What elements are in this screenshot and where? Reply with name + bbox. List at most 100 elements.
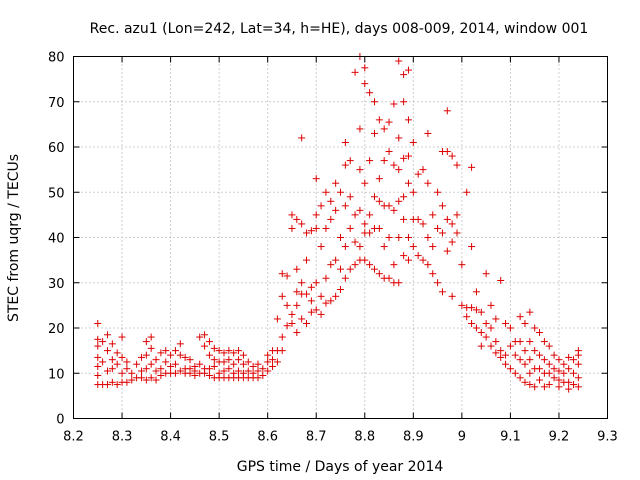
x-tick-label: 8.2 <box>63 430 84 445</box>
data-point <box>273 358 281 366</box>
x-tick-label: 8.8 <box>354 430 375 445</box>
data-point <box>196 333 204 341</box>
data-point <box>492 349 500 357</box>
x-tick-label: 8.3 <box>112 430 133 445</box>
data-point <box>370 193 378 201</box>
data-point <box>380 243 388 251</box>
data-point <box>400 252 408 260</box>
data-point <box>103 367 111 375</box>
data-point <box>162 358 170 366</box>
data-point <box>171 369 179 377</box>
data-point <box>550 365 558 373</box>
data-point <box>468 243 476 251</box>
data-point <box>570 356 578 364</box>
x-tick-labels: 8.2 8.3 8.4 8.5 8.6 8.7 8.8 8.9 9 9.1 9.2 9.3 <box>63 430 618 445</box>
data-point <box>346 265 354 273</box>
data-point <box>312 306 320 314</box>
data-point <box>103 381 111 389</box>
data-point <box>307 297 315 305</box>
data-point <box>443 247 451 255</box>
data-point <box>536 365 544 373</box>
data-point <box>502 351 510 359</box>
data-point <box>337 234 344 241</box>
x-tick-label: 9.2 <box>549 430 570 445</box>
grid-lines <box>73 56 608 419</box>
data-point <box>366 229 374 237</box>
data-point <box>492 338 500 346</box>
data-point <box>254 360 262 368</box>
data-point <box>385 202 393 210</box>
data-point <box>574 374 582 382</box>
data-point <box>370 265 378 273</box>
data-point <box>375 175 383 183</box>
data-point <box>303 229 311 237</box>
data-point <box>540 356 548 364</box>
data-point <box>526 308 534 316</box>
data-point <box>395 166 403 174</box>
data-point <box>108 365 116 373</box>
data-point <box>521 360 529 368</box>
data-point <box>434 279 442 287</box>
data-point <box>487 324 495 332</box>
data-point <box>298 220 306 228</box>
data-point <box>385 148 393 156</box>
data-point <box>264 358 272 366</box>
y-tick-labels: 0 10 20 30 40 50 60 70 80 <box>48 51 65 428</box>
data-point <box>108 356 116 364</box>
data-point <box>502 319 510 327</box>
data-point <box>448 292 456 300</box>
data-point <box>303 256 311 264</box>
data-point <box>565 378 573 386</box>
data-point <box>278 270 286 278</box>
data-point <box>487 301 495 309</box>
data-point <box>409 188 417 196</box>
data-point <box>477 342 485 350</box>
data-point <box>283 301 291 309</box>
data-point <box>137 367 145 375</box>
data-point <box>293 265 301 273</box>
data-point <box>220 367 228 375</box>
data-point <box>346 224 354 232</box>
data-point <box>332 292 340 300</box>
data-point <box>482 270 490 278</box>
data-point <box>424 179 432 187</box>
data-point <box>123 358 131 366</box>
data-point <box>526 381 534 389</box>
data-point <box>570 381 578 389</box>
data-point <box>341 138 349 146</box>
data-point <box>574 351 582 359</box>
data-point <box>555 356 563 364</box>
data-point <box>244 358 252 366</box>
data-point <box>94 362 102 370</box>
data-point <box>264 367 272 375</box>
data-point <box>99 358 107 366</box>
data-point <box>429 211 437 219</box>
data-point <box>341 274 349 282</box>
data-point <box>278 333 286 341</box>
data-point <box>293 215 301 223</box>
data-point <box>317 243 325 251</box>
data-point <box>103 347 111 355</box>
y-axis-title: STEC from uqrg / TECUs <box>6 154 22 322</box>
data-point <box>448 152 456 160</box>
data-point <box>506 365 514 373</box>
data-point <box>404 256 412 264</box>
data-point <box>356 206 364 214</box>
data-point <box>531 324 539 332</box>
data-point <box>361 64 369 72</box>
data-point <box>545 381 553 389</box>
x-tick-label: 8.6 <box>257 430 278 445</box>
y-tick-label: 80 <box>48 51 65 66</box>
data-point <box>201 369 209 377</box>
data-point <box>167 351 175 359</box>
data-point <box>230 349 238 357</box>
data-point <box>434 224 442 232</box>
data-point <box>269 362 277 370</box>
data-point <box>293 329 301 337</box>
data-point <box>400 215 408 223</box>
y-tick-label: 40 <box>48 232 65 247</box>
data-point <box>327 215 335 223</box>
data-point <box>312 224 320 232</box>
data-point <box>458 301 466 309</box>
data-point <box>147 333 155 341</box>
